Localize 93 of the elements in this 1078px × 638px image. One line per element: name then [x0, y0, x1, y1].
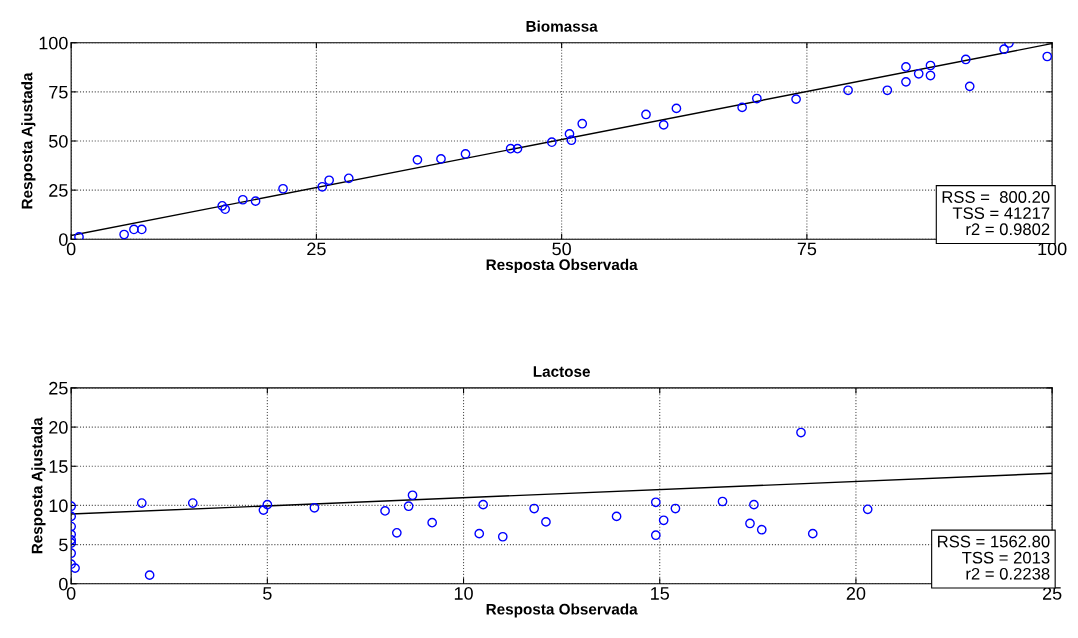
point — [436, 154, 446, 164]
point — [611, 511, 622, 522]
point — [796, 427, 806, 438]
point — [262, 499, 273, 510]
point — [546, 137, 557, 148]
point — [901, 62, 911, 72]
y-tick-label: 20 — [49, 421, 68, 434]
point — [737, 102, 748, 113]
y-tick-label: 15 — [49, 460, 68, 473]
point — [1042, 51, 1053, 62]
point — [717, 496, 728, 507]
y-tick-label: 75 — [49, 85, 68, 99]
point — [960, 54, 971, 65]
y-tick-label: 0 — [59, 577, 68, 591]
annotation: RSS = 1562.80 TSS = 2013 r2 = 0.2238 — [938, 535, 1050, 580]
point — [407, 490, 418, 501]
y-tick-label: 5 — [59, 538, 68, 552]
point — [566, 135, 577, 146]
point — [901, 76, 911, 87]
point — [71, 563, 80, 573]
point — [751, 93, 762, 104]
point — [220, 204, 231, 215]
point — [913, 68, 924, 79]
point — [670, 503, 681, 514]
point — [650, 530, 661, 541]
point — [474, 528, 485, 539]
y-axis-title: Resposta Ajustada — [21, 72, 36, 209]
point — [577, 118, 588, 129]
point — [136, 224, 147, 235]
y-tick-label: 25 — [49, 184, 68, 197]
point — [999, 44, 1009, 55]
point — [460, 149, 471, 159]
point — [925, 60, 936, 71]
point — [564, 129, 575, 139]
point — [258, 505, 269, 515]
point — [862, 504, 873, 515]
x-tick-label: 25 — [307, 242, 326, 256]
point — [309, 502, 320, 513]
point — [843, 85, 853, 96]
annotation: RSS = 800.20 TSS = 41217 r2 = 0.9802 — [942, 191, 1050, 236]
point — [119, 229, 129, 240]
x-tick-label: 75 — [797, 242, 817, 256]
point — [317, 181, 328, 192]
point — [403, 501, 414, 512]
point — [512, 143, 523, 154]
point — [237, 194, 248, 205]
point — [756, 524, 767, 535]
point — [380, 506, 390, 516]
x-tick-label: 15 — [651, 587, 670, 600]
chart-title: Lactose — [533, 366, 590, 377]
point — [529, 503, 540, 514]
point — [807, 528, 818, 539]
y-axis-title: Resposta Ajustada — [31, 417, 46, 554]
point — [412, 155, 423, 165]
point — [671, 103, 682, 114]
point — [136, 498, 147, 508]
y-tick-label: 100 — [39, 36, 68, 50]
point — [505, 143, 516, 154]
point — [217, 200, 228, 211]
y-tick-label: 0 — [59, 233, 68, 246]
point — [749, 499, 759, 510]
x-axis-title: Resposta Observada — [486, 258, 638, 274]
point — [391, 527, 402, 538]
y-tick-label: 10 — [49, 499, 68, 513]
point — [144, 570, 155, 581]
point — [129, 224, 139, 235]
x-tick-label: 50 — [552, 242, 571, 256]
point — [791, 94, 801, 105]
point — [187, 498, 198, 508]
point — [641, 109, 651, 120]
point — [343, 173, 354, 184]
y-tick-label: 50 — [49, 134, 68, 148]
point — [964, 81, 975, 92]
point — [74, 232, 84, 240]
point — [658, 120, 669, 130]
point — [925, 70, 936, 81]
x-tick-label: 20 — [846, 587, 866, 600]
point — [478, 499, 489, 510]
point — [497, 531, 508, 542]
point — [745, 518, 755, 529]
point — [324, 175, 335, 186]
chart-title: Biomassa — [526, 20, 598, 32]
x-axis-title: Resposta Observada — [486, 603, 638, 618]
point — [882, 85, 893, 96]
point — [250, 196, 261, 206]
point — [658, 515, 669, 526]
point — [427, 517, 438, 528]
point — [278, 183, 288, 194]
y-tick-label: 25 — [49, 381, 68, 395]
x-tick-label: 10 — [454, 587, 473, 600]
point — [650, 497, 661, 508]
x-tick-label: 5 — [263, 587, 272, 600]
point — [541, 517, 551, 527]
